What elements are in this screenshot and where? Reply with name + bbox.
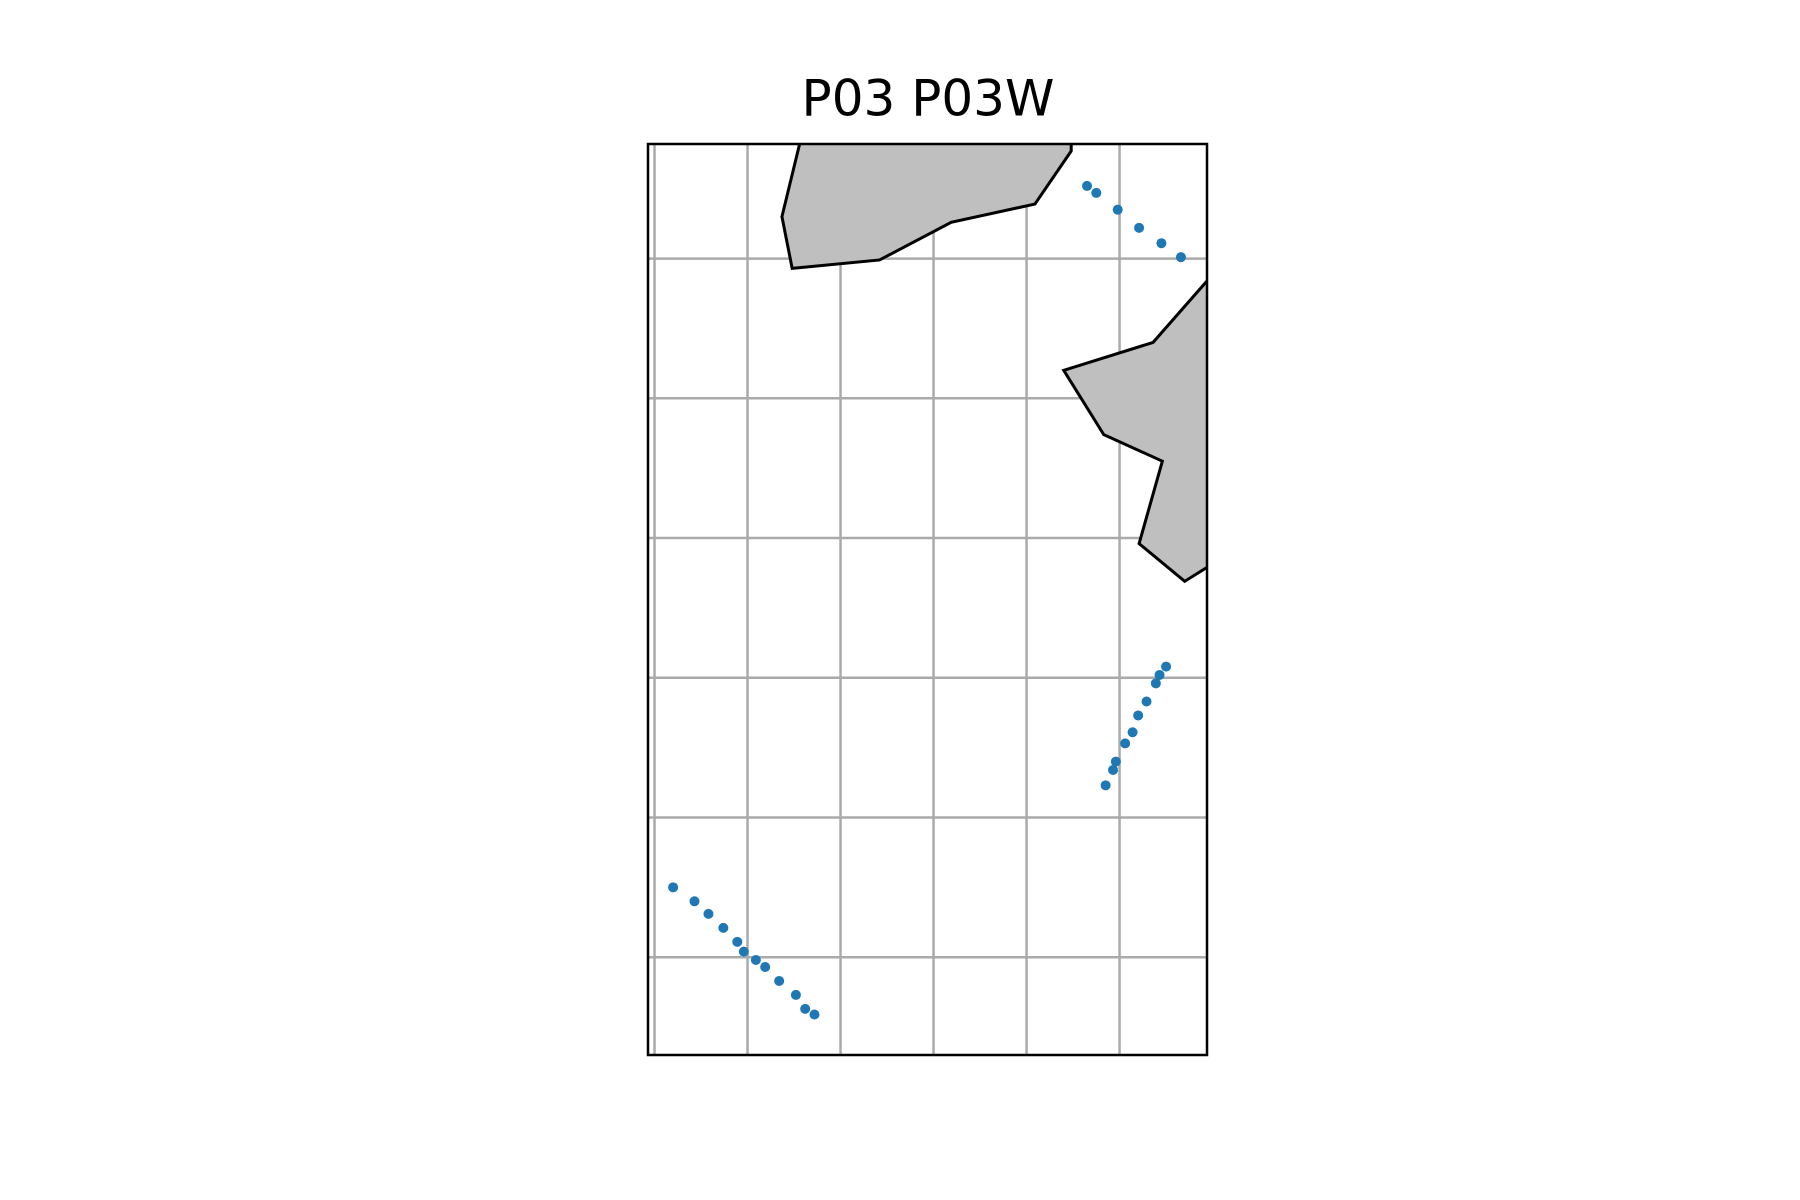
station-point — [738, 946, 749, 957]
station-point — [1161, 661, 1172, 672]
land-layer — [780, 144, 1207, 584]
map-background — [648, 144, 1207, 1055]
map-frame — [646, 142, 1209, 1057]
station-point — [1133, 710, 1144, 721]
station-point — [760, 961, 771, 972]
station-point — [1082, 180, 1093, 191]
station-point — [689, 896, 700, 907]
station-point — [1175, 252, 1186, 263]
station-point — [1091, 187, 1102, 198]
station-point — [1112, 204, 1123, 215]
station-point — [1110, 756, 1121, 767]
station-point — [1100, 780, 1111, 791]
station-point — [1156, 238, 1167, 249]
station-point — [800, 1003, 811, 1014]
station-point — [1154, 669, 1165, 680]
station-point — [1141, 696, 1152, 707]
station-point — [703, 908, 714, 919]
land-polygon — [1061, 279, 1207, 584]
station-point — [790, 989, 801, 1000]
station-point — [668, 882, 679, 893]
land-polygon — [780, 144, 1073, 270]
points — [668, 180, 1186, 1020]
gridlines — [648, 144, 1207, 1055]
station-point — [1108, 764, 1119, 775]
chart-title: P03 P03W — [802, 70, 1055, 128]
station-point — [1134, 222, 1145, 233]
station-point — [809, 1009, 820, 1020]
station-point — [1120, 738, 1131, 749]
station-point — [1150, 678, 1161, 689]
station-point — [750, 954, 761, 965]
station-point — [1127, 727, 1138, 738]
station-point — [774, 975, 785, 986]
station-point — [732, 936, 743, 947]
station-point — [718, 922, 729, 933]
